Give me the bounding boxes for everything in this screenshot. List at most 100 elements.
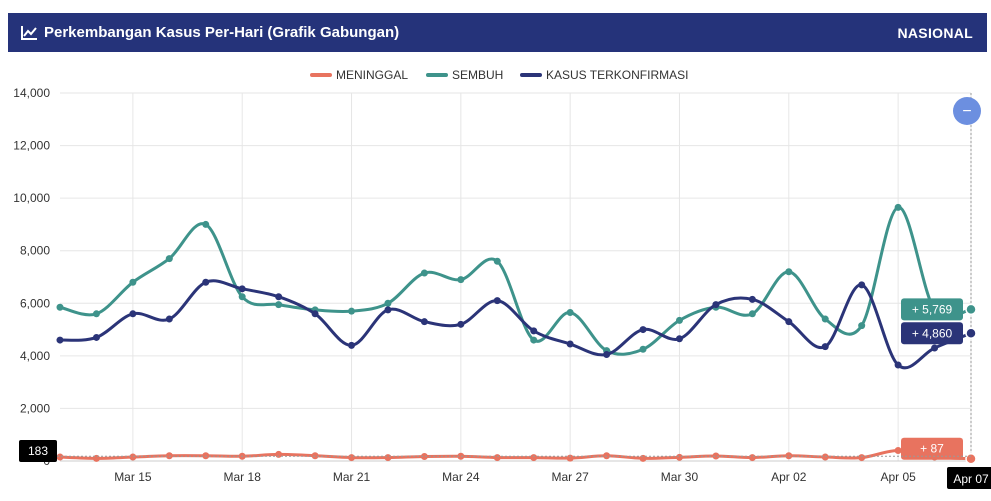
data-point [530,327,538,335]
y-tick-label: 6,000 [20,296,50,310]
data-point [639,326,647,334]
data-point [129,278,137,286]
value-label-bg [901,437,963,460]
data-point [894,446,902,454]
series-line [59,279,972,370]
data-point [311,310,319,318]
header-title-group: Perkembangan Kasus Per-Hari (Grafik Gabu… [20,24,399,41]
grid [60,92,972,462]
legend[interactable]: MENINGGAL SEMBUH KASUS TERKONFIRMASI [310,68,688,82]
y-tick-label: 4,000 [20,349,50,363]
x-tick-label: Mar 24 [442,470,480,484]
legend-item-label[interactable]: KASUS TERKONFIRMASI [546,68,688,82]
legend-item-label[interactable]: SEMBUH [452,68,503,82]
series-line [59,448,972,461]
data-point [457,276,465,284]
data-point [858,281,866,289]
data-point [748,454,756,462]
data-point [56,303,64,311]
data-point [675,316,683,324]
data-point [129,453,137,461]
data-point [275,450,283,458]
value-label-text: + 5,769 [912,302,953,316]
x-tick-label: Mar 15 [114,470,152,484]
data-point [566,308,574,316]
data-point [493,297,501,305]
data-point [858,322,866,330]
data-point [202,220,210,228]
data-point [931,344,939,352]
chart-title: Perkembangan Kasus Per-Hari (Grafik Gabu… [44,24,400,41]
data-point [129,310,137,318]
zoom-out-button[interactable]: − [953,97,981,125]
x-tick-label: Mar 27 [551,470,589,484]
data-point [238,285,246,293]
legend-item-label[interactable]: MENINGGAL [336,68,408,82]
data-point [858,454,866,462]
data-point [348,454,356,462]
data-point [420,453,428,461]
y-tick-label: 14,000 [13,86,50,100]
data-point [675,335,683,343]
crosshair-date-label: Apr 07 [953,472,989,486]
value-label-bg [901,298,963,321]
data-point [785,268,793,276]
x-tick-label: Mar 30 [661,470,699,484]
value-label-bg [901,322,963,345]
x-tick-label: Mar 18 [224,470,262,484]
data-point [639,345,647,353]
data-point [384,306,392,314]
data-point [965,327,977,340]
data-point [493,454,501,462]
data-point [965,303,977,316]
chart-line-icon [21,25,37,40]
data-point [785,318,793,326]
data-point [566,454,574,462]
data-point [384,299,392,307]
data-point [712,301,720,309]
data-point [384,454,392,462]
series-group [56,203,977,465]
data-point [821,453,829,461]
value-labels: + 5,769 + 4,860 + 87 183 [19,298,971,462]
y-tick-label: 12,000 [13,139,50,153]
data-point [420,318,428,326]
x-tick-label: Apr 02 [771,470,807,484]
data-point [493,257,501,265]
data-point [603,351,611,359]
left-value-label: 183 [28,444,48,458]
data-point [92,333,100,341]
value-label-text: + 4,860 [912,326,953,340]
data-point [311,452,319,460]
y-tick-label: 10,000 [13,191,50,205]
data-point [530,336,538,344]
x-axis: Mar 15 Mar 18 Mar 21 Mar 24 Mar 27 Mar 30 Apr … [114,467,991,489]
data-point [566,340,574,348]
value-label-text: + 87 [920,442,944,456]
data-point [238,293,246,301]
minus-icon: − [962,103,971,120]
scope-label: NASIONAL [897,24,973,41]
data-point [457,320,465,328]
data-point [92,310,100,318]
data-point [165,255,173,263]
data-point [821,343,829,351]
crosshair-date-badge [947,467,991,489]
data-point [748,295,756,303]
data-point [894,203,902,211]
data-point [275,293,283,301]
data-point [530,454,538,462]
data-point [165,315,173,323]
data-point [965,452,977,465]
data-point [894,361,902,369]
data-point [275,301,283,309]
data-point [457,452,465,460]
zoom-button-circle[interactable] [953,97,981,125]
y-tick-label: 2,000 [20,401,50,415]
data-point [348,341,356,349]
data-point [202,278,210,286]
x-tick-label: Apr 05 [880,470,916,484]
data-point [748,310,756,318]
data-point [785,452,793,460]
